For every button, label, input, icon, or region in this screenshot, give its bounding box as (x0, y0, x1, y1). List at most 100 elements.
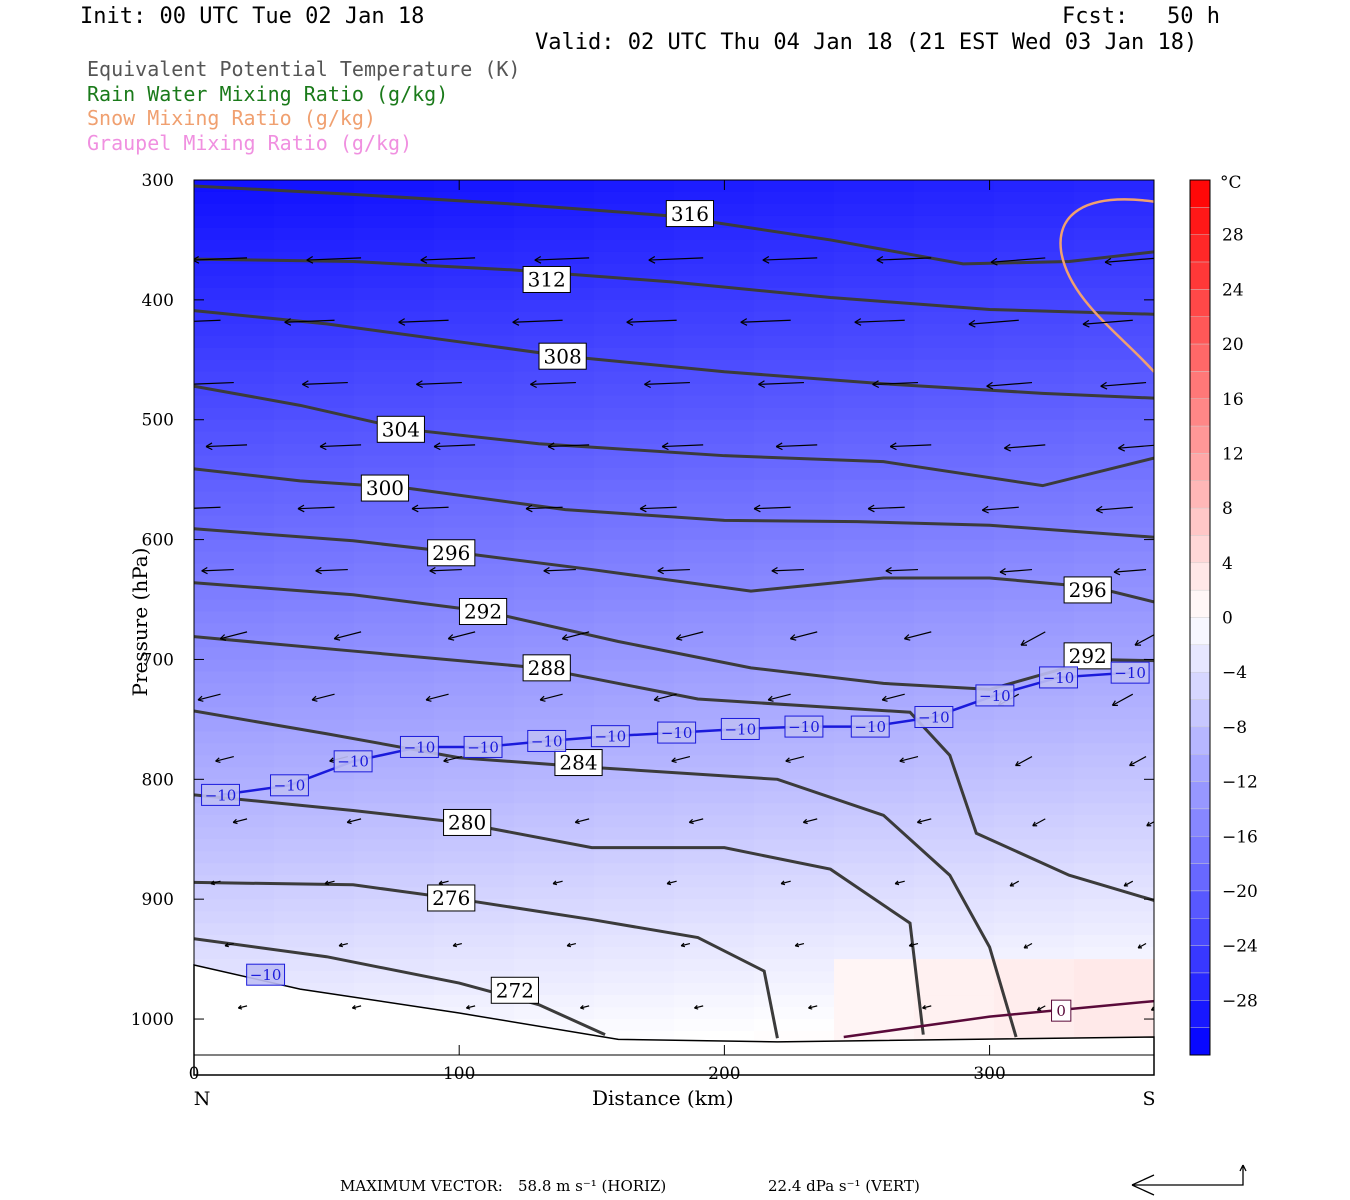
colorbar-swatch (1189, 1000, 1211, 1028)
temperature-cell (354, 455, 435, 469)
wind-vector (648, 255, 704, 264)
temperature-cell (834, 1019, 915, 1032)
temperature-cell (674, 911, 755, 924)
temperature-cell (674, 227, 755, 241)
y-tick-label: 900 (142, 890, 174, 910)
wind-vector (420, 255, 476, 264)
wind-vector (580, 1005, 590, 1010)
colorbar-swatch (1189, 425, 1211, 454)
x-tick-label: 0 (189, 1064, 200, 1084)
temperature-cell (754, 467, 835, 481)
temperature-cell (674, 347, 755, 361)
temperature-cell (674, 599, 755, 613)
temperature-cell (194, 887, 275, 900)
temperature-cell (514, 227, 595, 241)
temperature-cell (994, 455, 1075, 469)
temperature-cell (994, 647, 1075, 660)
temperature-cell (994, 239, 1075, 253)
temperature-cell (834, 611, 915, 624)
temperature-cell (354, 935, 435, 948)
wind-vector (1009, 880, 1020, 887)
theta-e-label: 284 (554, 749, 603, 777)
temperature-cell (834, 1007, 915, 1020)
temperature-cell (514, 779, 595, 792)
temperature-cell (754, 203, 835, 217)
temperature-cell (274, 407, 355, 421)
theta-e-label: 288 (522, 654, 571, 682)
temperature-cell (674, 659, 755, 672)
temperature-cell (594, 455, 675, 469)
theta-e-label: 296 (427, 539, 476, 567)
temperature-cell (994, 611, 1075, 624)
colorbar-swatch (1189, 726, 1211, 755)
temperature-cell (754, 1031, 835, 1044)
svg-text:316: 316 (671, 202, 709, 226)
temperature-cell (514, 875, 595, 888)
temperature-cell (514, 539, 595, 553)
temperature-cell (914, 335, 995, 349)
temperature-cell (754, 911, 835, 924)
wind-vector (775, 442, 818, 451)
temperature-cell (994, 743, 1075, 756)
wind-vector (194, 319, 221, 322)
temperature-cell (274, 359, 355, 373)
temperature-cell (594, 899, 675, 912)
temperature-cell (274, 551, 355, 565)
temperature-cell (594, 395, 675, 409)
isotherm-label: −10 (246, 963, 286, 986)
temperature-cell (754, 419, 835, 433)
temperature-cell (834, 803, 915, 816)
wind-vector (639, 504, 677, 513)
temperature-cell (914, 323, 995, 337)
temperature-cell (194, 851, 275, 864)
temperature-cell (674, 539, 755, 553)
wind-vector (351, 1005, 362, 1010)
temperature-cell (434, 647, 515, 660)
temperature-cell (674, 791, 755, 804)
temperature-cell (754, 263, 835, 277)
temperature-cell (594, 671, 675, 684)
temperature-cell (274, 863, 355, 876)
temperature-cell (994, 839, 1075, 852)
temperature-cell (914, 623, 995, 636)
temperature-cell (594, 239, 675, 253)
temperature-cell (434, 635, 515, 648)
temperature-cell (1074, 707, 1155, 720)
colorbar-swatch (1189, 617, 1211, 646)
temperature-cell (754, 395, 835, 409)
temperature-cell (594, 251, 675, 265)
wind-vector (284, 318, 335, 326)
temperature-cell (754, 887, 835, 900)
theta-e-contour (194, 635, 1154, 902)
temperature-cell (594, 539, 675, 553)
temperature-cell (354, 719, 435, 732)
temperature-cell (354, 323, 435, 337)
svg-text:272: 272 (496, 978, 534, 1002)
temperature-cell (514, 395, 595, 409)
temperature-cell (994, 263, 1075, 277)
temperature-cell (994, 359, 1075, 373)
temperature-cell (274, 239, 355, 253)
temperature-cell (594, 491, 675, 505)
temperature-cell (514, 911, 595, 924)
temperature-cell (1074, 983, 1155, 996)
temperature-cell (274, 323, 355, 337)
svg-text:−10: −10 (531, 732, 563, 750)
temperature-cell (914, 407, 995, 421)
temperature-cell (914, 1007, 995, 1020)
temperature-cell (914, 635, 995, 648)
temperature-cell (754, 875, 835, 888)
temperature-cell (834, 587, 915, 601)
wind-vector (237, 1005, 248, 1010)
temperature-cell (594, 383, 675, 397)
wind-vector (525, 504, 563, 513)
temperature-cell (914, 311, 995, 325)
colorbar-swatch (1189, 972, 1211, 1001)
temperature-cell (434, 443, 515, 457)
colorbar-swatch (1189, 562, 1211, 591)
temperature-cell (274, 503, 355, 517)
temperature-cell (834, 491, 915, 505)
temperature-cell (914, 275, 995, 289)
svg-text:308: 308 (544, 344, 582, 368)
temperature-cell (1074, 623, 1155, 636)
